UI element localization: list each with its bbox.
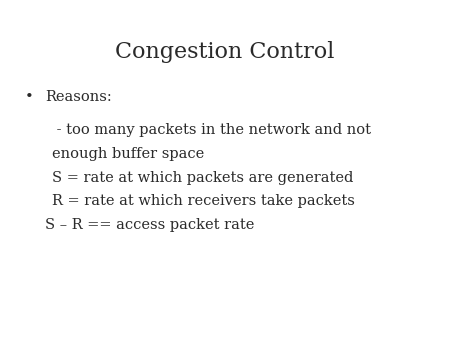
Text: enough buffer space: enough buffer space	[52, 147, 204, 161]
Text: - too many packets in the network and not: - too many packets in the network and no…	[52, 123, 371, 137]
Text: S – R == access packet rate: S – R == access packet rate	[45, 218, 254, 232]
Text: •: •	[25, 90, 33, 103]
Text: R = rate at which receivers take packets: R = rate at which receivers take packets	[52, 194, 355, 208]
Text: Reasons:: Reasons:	[45, 90, 112, 103]
Text: Congestion Control: Congestion Control	[115, 41, 335, 63]
Text: S = rate at which packets are generated: S = rate at which packets are generated	[52, 171, 353, 185]
